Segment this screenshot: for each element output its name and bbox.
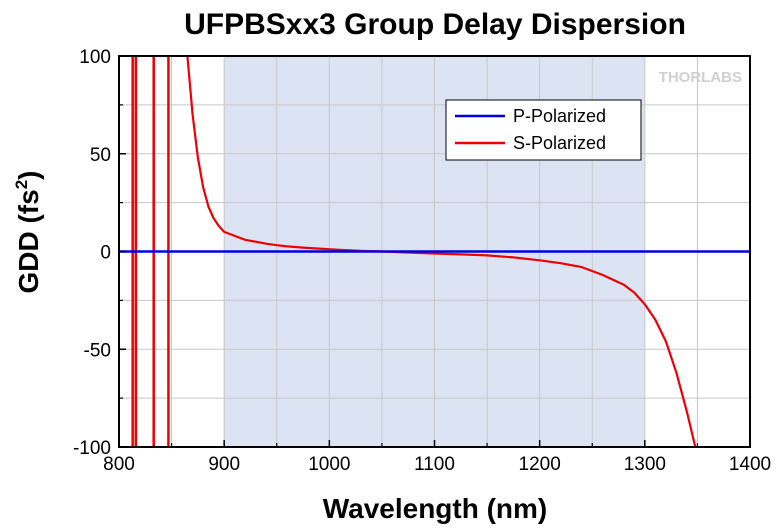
x-tick-label: 900 (208, 454, 240, 475)
x-axis-label: Wavelength (nm) (323, 493, 548, 524)
y-tick-label: 50 (90, 145, 111, 166)
chart-title: UFPBSxx3 Group Delay Dispersion (184, 8, 686, 41)
y-tick-label: 0 (100, 243, 111, 264)
legend: P-Polarized S-Polarized (445, 99, 642, 161)
y-tick-label: -100 (73, 438, 111, 459)
x-tick-label: 1400 (729, 454, 771, 475)
y-axis-label: GDD (fs2) (12, 170, 44, 293)
y-axis-label-superscript: 2 (12, 180, 31, 189)
legend-s-polarized-label: S-Polarized (513, 133, 606, 153)
x-tick-label: 800 (103, 454, 135, 475)
thorlabs-watermark: THORLABS (659, 69, 742, 86)
x-tick-label: 1200 (519, 454, 561, 475)
y-tick-label: 100 (79, 47, 111, 68)
x-tick-label: 1100 (414, 454, 455, 475)
x-tick-label: 1300 (624, 454, 666, 475)
legend-p-polarized-label: P-Polarized (513, 106, 606, 126)
legend-box (445, 99, 642, 161)
x-tick-label: 1000 (308, 454, 350, 475)
y-tick-label: -50 (84, 340, 111, 361)
